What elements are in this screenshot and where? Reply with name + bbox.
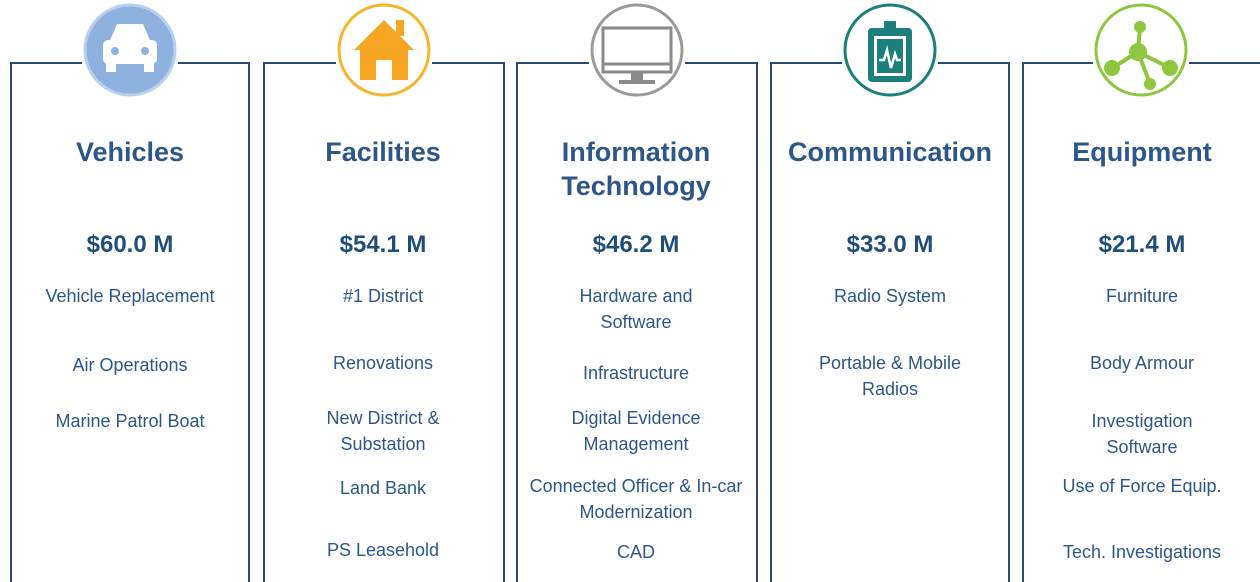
column-item: Body Armour [1089, 353, 1195, 373]
column-item: CAD [616, 542, 655, 562]
column-item: Investigation Software [1091, 411, 1193, 457]
column-amount: $46.2 M [592, 231, 680, 258]
house-icon [354, 20, 414, 80]
column-item: Land Bank [339, 478, 427, 498]
column-item: Renovations [332, 353, 434, 373]
frame [770, 62, 1010, 582]
column-item: Marine Patrol Boat [55, 411, 205, 431]
column-item: Hardware and Software [579, 286, 693, 332]
column-item: Digital Evidence Management [571, 408, 701, 454]
column-title: Information Technology [561, 137, 711, 201]
column-amount: $54.1 M [339, 231, 427, 258]
column-amount: $33.0 M [846, 231, 934, 258]
network-icon [1104, 21, 1178, 90]
column-item: Furniture [1105, 286, 1179, 306]
column-title: Equipment [1072, 137, 1212, 167]
column-item: Infrastructure [582, 363, 690, 383]
column-title: Communication [787, 137, 992, 167]
column-item: PS Leasehold [326, 540, 440, 560]
column-item: Use of Force Equip. [1062, 476, 1222, 496]
monitor-icon [601, 26, 673, 84]
column-item: Connected Officer & In-car Modernization [529, 476, 743, 522]
column-title: Vehicles [75, 137, 185, 167]
frame [1022, 62, 1260, 582]
column-item: Vehicle Replacement [45, 286, 215, 306]
frame [516, 62, 758, 582]
column-title: Facilities [325, 137, 441, 167]
column-item: Portable & Mobile Radios [818, 353, 962, 399]
column-item: New District & Substation [326, 408, 440, 454]
column-amount: $21.4 M [1098, 231, 1186, 258]
column-item: Tech. Investigations [1062, 542, 1222, 562]
column-amount: $60.0 M [86, 231, 174, 258]
column-item: Air Operations [72, 355, 188, 375]
frame [263, 62, 505, 582]
column-item: #1 District [342, 286, 423, 306]
frame [10, 62, 250, 582]
column-item: Radio System [833, 286, 947, 306]
car-icon [103, 24, 157, 72]
radio-icon [868, 21, 912, 82]
